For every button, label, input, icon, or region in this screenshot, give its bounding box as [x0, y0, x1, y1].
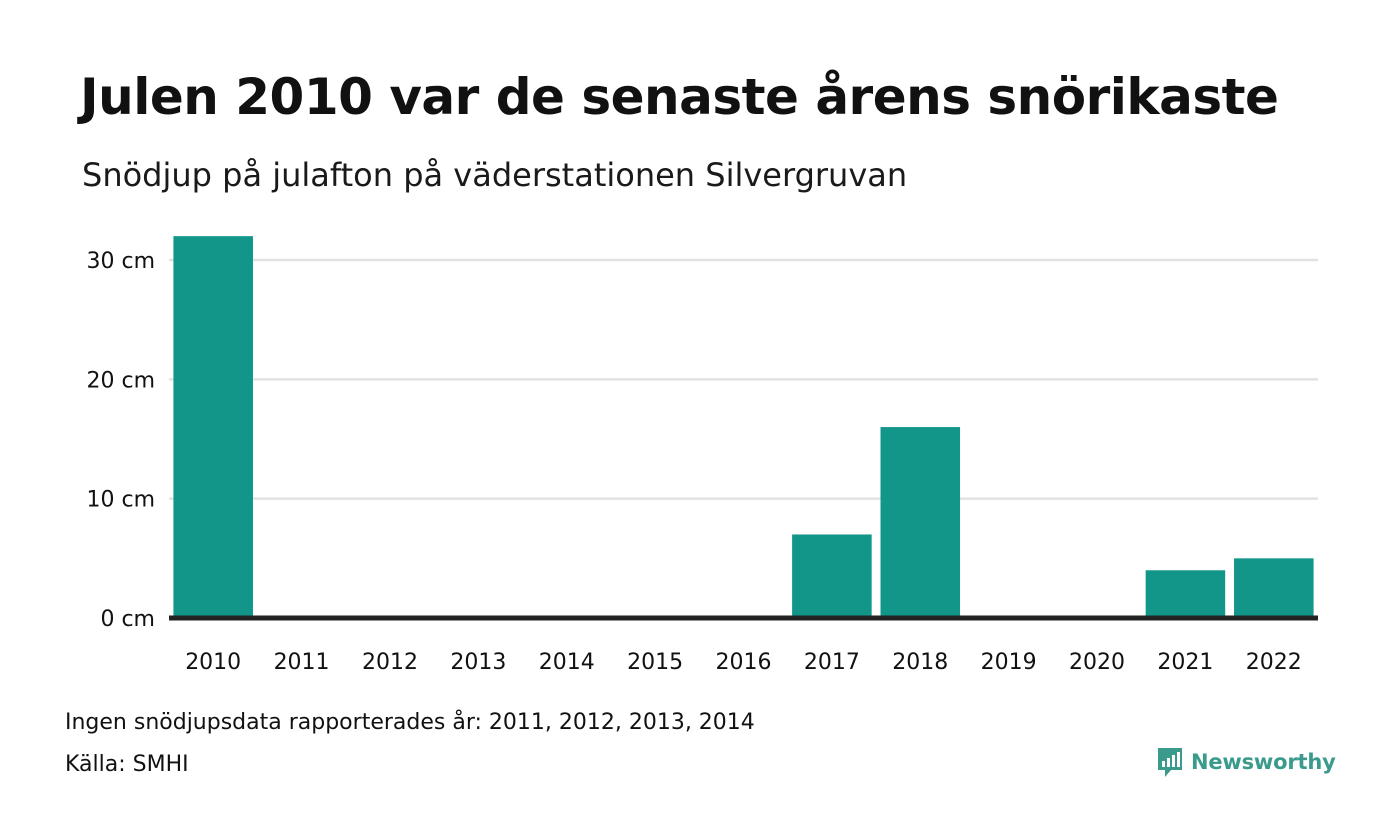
x-tick-label: 2018: [892, 650, 948, 675]
x-tick-label: 2022: [1246, 650, 1302, 675]
x-tick-label: 2020: [1069, 650, 1125, 675]
x-tick-label: 2017: [804, 650, 860, 675]
x-tick-label: 2012: [362, 650, 418, 675]
newsworthy-logo-text: Newsworthy: [1191, 750, 1336, 774]
x-tick-label: 2015: [627, 650, 683, 675]
bar-2021: [1145, 570, 1226, 618]
x-tick-label: 2013: [450, 650, 506, 675]
x-tick-label: 2014: [539, 650, 595, 675]
newsworthy-logo-icon: [1158, 748, 1182, 777]
bar-2018: [880, 427, 961, 618]
x-tick-label: 2016: [716, 650, 772, 675]
y-tick-label: 0 cm: [100, 607, 155, 632]
x-tick-label: 2011: [274, 650, 330, 675]
bar-2017: [792, 534, 872, 618]
missing-data-note: Ingen snödjupsdata rapporterades år: 201…: [65, 710, 755, 735]
chart-subtitle: Snödjup på julafton på väderstationen Si…: [82, 156, 908, 194]
bar-2010: [173, 236, 253, 618]
source-note: Källa: SMHI: [65, 752, 189, 777]
x-tick-label: 2019: [981, 650, 1037, 675]
bar-2022: [1234, 558, 1314, 618]
chart-title: Julen 2010 var de senaste årens snörikas…: [80, 68, 1279, 126]
bar-chart: 0 cm 10 cm 20 cm 30 cm 2010 2011 2012 2013 2014 2…: [86, 236, 1318, 675]
y-tick-label: 30 cm: [86, 249, 155, 274]
x-tick-label: 2021: [1157, 650, 1213, 675]
y-tick-label: 10 cm: [86, 488, 155, 513]
y-tick-label: 20 cm: [86, 368, 155, 393]
newsworthy-logo: Newsworthy: [1156, 746, 1336, 778]
x-tick-label: 2010: [185, 650, 241, 675]
